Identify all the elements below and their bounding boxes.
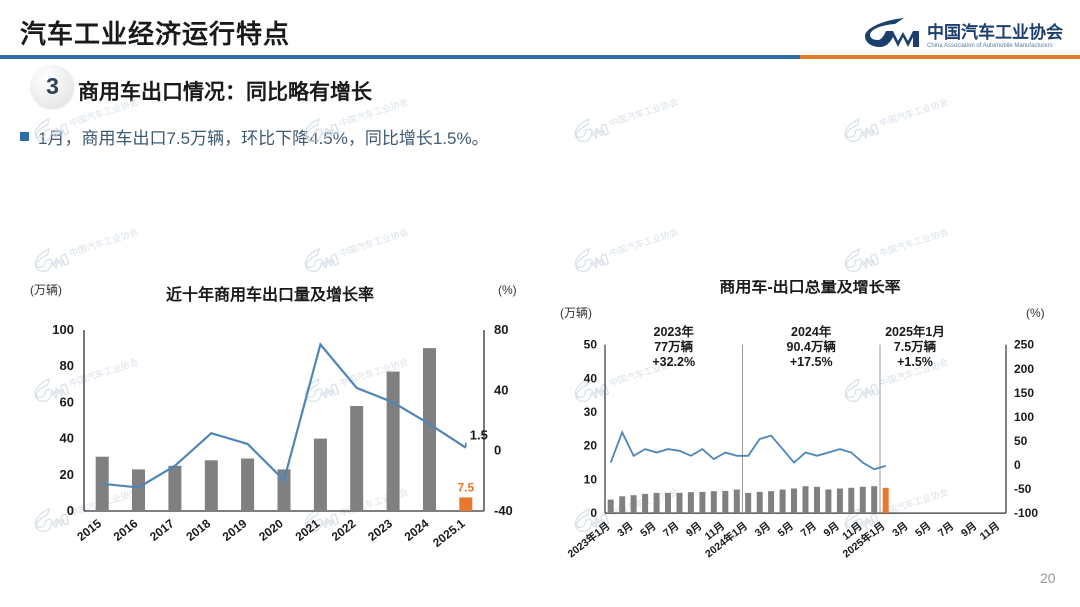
svg-text:2025年1月: 2025年1月 [885,324,945,339]
svg-text:2023: 2023 [365,516,395,544]
svg-text:50: 50 [1014,434,1028,448]
svg-text:2019: 2019 [220,516,250,544]
svg-text:近十年商用车出口量及增长率: 近十年商用车出口量及增长率 [166,285,374,304]
svg-text:77万辆: 77万辆 [654,339,693,354]
svg-text:3月: 3月 [615,520,635,540]
svg-text:40: 40 [494,382,508,397]
svg-text:+17.5%: +17.5% [790,355,833,369]
svg-text:80: 80 [60,358,74,373]
svg-text:100: 100 [1014,410,1034,424]
svg-text:2018: 2018 [183,516,213,544]
svg-text:0: 0 [494,443,501,458]
svg-text:10: 10 [584,472,598,486]
svg-text:3月: 3月 [753,520,773,540]
svg-text:7.5万辆: 7.5万辆 [894,339,937,354]
svg-text:100: 100 [52,322,74,337]
svg-text:(万辆): (万辆) [30,283,62,297]
svg-text:9月: 9月 [684,520,704,540]
svg-text:2017: 2017 [147,516,177,544]
svg-text:+1.5%: +1.5% [897,355,933,369]
svg-text:40: 40 [584,371,598,385]
svg-text:60: 60 [60,394,74,409]
svg-text:2024年: 2024年 [791,324,832,339]
svg-text:(%): (%) [1026,306,1045,320]
svg-text:-40: -40 [494,503,513,518]
svg-text:+32.2%: +32.2% [652,355,695,369]
svg-text:2024: 2024 [402,516,432,544]
svg-text:80: 80 [494,322,508,337]
svg-text:7月: 7月 [936,520,956,540]
svg-text:2020: 2020 [256,516,286,544]
svg-text:11月: 11月 [978,520,1002,543]
svg-text:-100: -100 [1014,506,1038,520]
svg-text:7月: 7月 [661,520,681,540]
svg-text:-50: -50 [1014,482,1032,496]
svg-text:2021: 2021 [293,516,323,544]
svg-text:2022: 2022 [329,516,359,544]
svg-text:40: 40 [60,431,74,446]
svg-text:50: 50 [584,338,598,352]
svg-text:7.5: 7.5 [457,480,474,494]
svg-text:2016: 2016 [111,516,141,544]
svg-text:250: 250 [1014,338,1034,352]
svg-text:(%): (%) [498,283,517,297]
svg-text:2023年: 2023年 [654,324,695,339]
svg-text:5月: 5月 [913,520,933,540]
svg-text:9月: 9月 [821,520,841,540]
svg-text:9月: 9月 [959,520,979,540]
svg-text:200: 200 [1014,362,1034,376]
svg-text:5月: 5月 [638,520,658,540]
svg-text:5月: 5月 [776,520,796,540]
svg-text:90.4万辆: 90.4万辆 [787,339,837,354]
svg-text:(万辆): (万辆) [560,306,592,320]
svg-text:2015: 2015 [74,516,104,544]
svg-text:China Association of Automobil: China Association of Automobile Manufact… [927,43,1053,49]
svg-text:0: 0 [1014,458,1021,472]
svg-text:0: 0 [67,503,74,518]
svg-text:2025.1: 2025.1 [430,516,468,550]
svg-text:20: 20 [60,467,74,482]
svg-text:中国汽车工业协会: 中国汽车工业协会 [927,22,1063,42]
svg-text:7月: 7月 [799,520,819,540]
svg-text:30: 30 [584,405,598,419]
svg-text:0: 0 [590,506,597,520]
svg-text:2023年1月: 2023年1月 [565,519,613,560]
svg-text:商用车-出口总量及增长率: 商用车-出口总量及增长率 [719,280,900,296]
svg-text:1.5: 1.5 [470,428,488,443]
svg-text:3月: 3月 [890,520,910,540]
svg-text:150: 150 [1014,386,1034,400]
svg-text:20: 20 [584,439,598,453]
